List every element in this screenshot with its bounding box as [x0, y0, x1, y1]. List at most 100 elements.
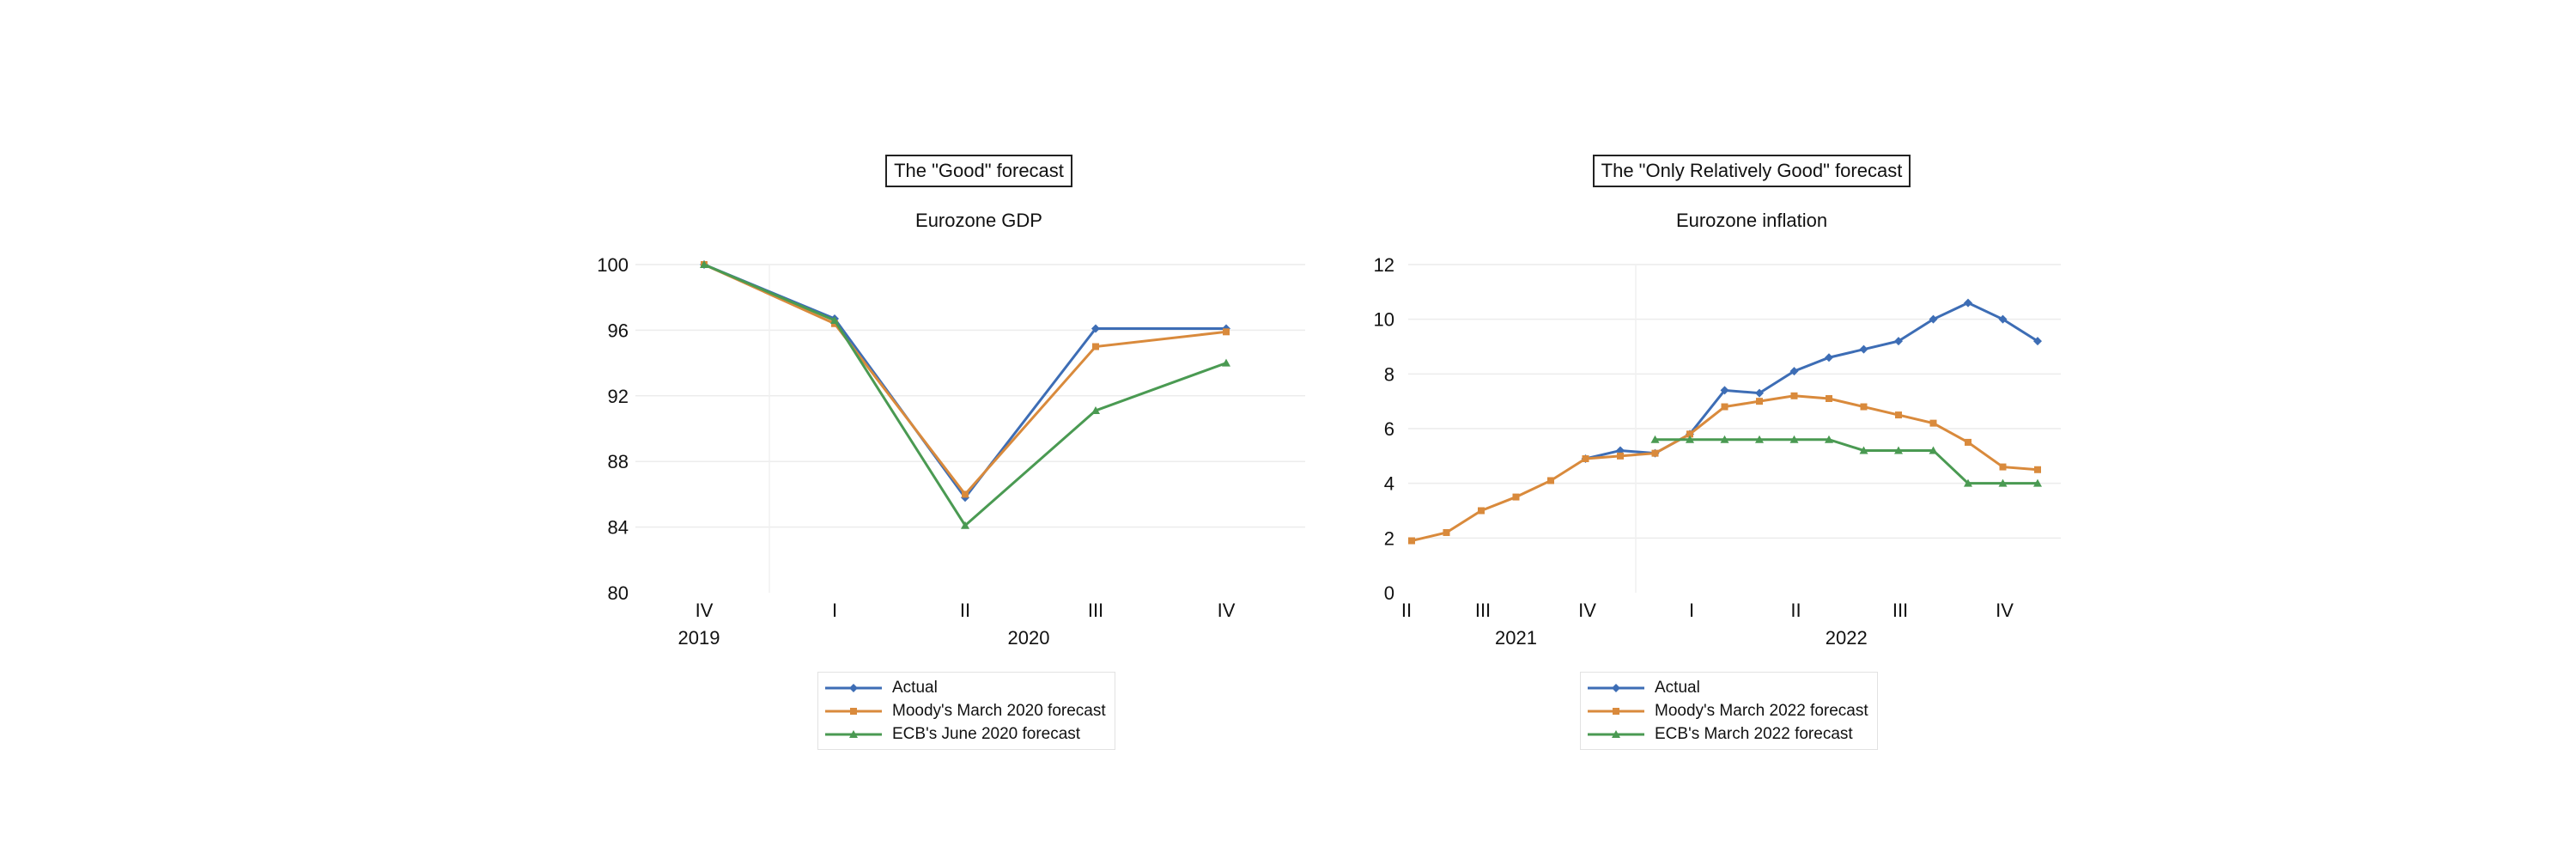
x-tick-label: II	[1401, 600, 1412, 621]
data-point-0	[2033, 337, 2042, 346]
x-tick-label: IV	[1996, 600, 2014, 621]
x-year-label: 2021	[1495, 627, 1537, 649]
data-point-2	[1720, 435, 1729, 443]
data-point-2	[1686, 435, 1694, 443]
y-tick-label: 96	[608, 320, 629, 341]
data-point-2	[1789, 435, 1799, 443]
data-point-1	[1999, 463, 2007, 471]
data-point-2	[830, 315, 839, 324]
legend-line-marker-icon	[1588, 729, 1644, 738]
y-tick-label: 8	[1384, 363, 1394, 385]
series-line-1	[1411, 394, 2038, 542]
data-point-2	[1964, 478, 1972, 487]
x-tick-label: IV	[1218, 600, 1236, 621]
data-point-2	[961, 521, 969, 529]
x-tick-label: I	[1689, 600, 1694, 621]
data-point-1	[2034, 466, 2041, 473]
inflation-legend-moodys: Moody's March 2022 forecast	[1586, 699, 1868, 722]
legend-line-marker-icon	[1588, 683, 1644, 692]
x-tick-label: III	[1088, 600, 1103, 621]
x-tick-label: II	[960, 600, 970, 621]
x-tick-label: IV	[696, 600, 714, 621]
data-point-1	[962, 490, 969, 498]
data-point-1	[1686, 430, 1693, 438]
x-tick-label: IV	[1578, 600, 1596, 621]
data-point-2	[1998, 478, 2008, 487]
data-point-0	[1789, 367, 1799, 376]
legend-line-marker-icon	[1588, 707, 1644, 715]
data-point-1	[1512, 493, 1520, 501]
y-tick-label: 92	[608, 386, 629, 407]
data-point-1	[1408, 537, 1415, 545]
x-year-label: 2019	[678, 627, 720, 649]
data-point-0	[1894, 337, 1903, 346]
data-point-1	[1721, 403, 1728, 411]
x-year-label: 2022	[1826, 627, 1868, 649]
series-line-0	[1585, 301, 2038, 460]
data-point-2	[1091, 405, 1100, 414]
gdp-chart-title: Eurozone GDP	[915, 210, 1042, 231]
y-tick-label: 0	[1384, 582, 1394, 604]
x-tick-label: II	[1790, 600, 1801, 621]
data-point-2	[1894, 446, 1903, 454]
data-point-1	[1929, 419, 1937, 427]
gdp-chart-panel: The "Good" forecast Eurozone GDP 80 84 88 9…	[550, 0, 1408, 859]
y-tick-label: 100	[597, 254, 629, 276]
data-point-1	[1826, 394, 1832, 402]
legend-line-marker-icon	[825, 729, 882, 738]
series-line-2	[1655, 438, 2038, 485]
data-point-1	[1895, 411, 1902, 419]
y-tick-label: 10	[1374, 309, 1394, 331]
inflation-legend: Actual Moody's March 2022 forecast ECB's…	[1580, 672, 1878, 750]
y-tick-label: 88	[608, 451, 629, 472]
data-point-2	[1650, 435, 1660, 443]
gdp-legend-actual: Actual	[823, 676, 1106, 699]
series-line-2	[703, 263, 1227, 527]
data-point-0	[1720, 386, 1729, 395]
data-point-1	[1651, 449, 1659, 457]
data-point-0	[1998, 314, 2008, 324]
data-point-0	[1755, 388, 1764, 398]
data-point-2	[1825, 435, 1833, 443]
y-tick-label: 2	[1384, 527, 1394, 549]
data-point-0	[1091, 324, 1100, 333]
data-point-2	[1755, 435, 1764, 443]
data-point-2	[700, 260, 708, 268]
x-tick-label: I	[832, 600, 837, 621]
inflation-legend-ecb: ECB's March 2022 forecast	[1586, 722, 1868, 746]
data-point-1	[1092, 343, 1099, 350]
y-tick-label: 4	[1384, 473, 1394, 495]
y-tick-label: 12	[1374, 254, 1394, 276]
data-point-1	[1223, 328, 1230, 336]
data-point-1	[1756, 398, 1763, 405]
inflation-chart-panel: The "Only Relatively Good" forecast Euro…	[1322, 0, 2181, 859]
inflation-chart-title: Eurozone inflation	[1675, 210, 1828, 231]
data-point-2	[2033, 478, 2042, 487]
data-point-1	[1443, 528, 1450, 536]
data-point-1	[1860, 403, 1868, 411]
legend-line-marker-icon	[825, 707, 882, 715]
y-tick-label: 84	[608, 517, 629, 539]
data-point-1	[1478, 507, 1485, 515]
inflation-boxed-title: The "Only Relatively Good" forecast	[1592, 155, 1911, 187]
gdp-legend-moodys: Moody's March 2020 forecast	[823, 699, 1106, 722]
inflation-legend-actual: Actual	[1586, 676, 1868, 699]
data-point-2	[1222, 358, 1230, 367]
data-point-1	[1582, 455, 1589, 463]
data-point-1	[1965, 438, 1971, 446]
x-year-label: 2020	[1008, 627, 1050, 649]
gdp-legend: Actual Moody's March 2020 forecast ECB's…	[817, 672, 1115, 750]
x-tick-label: III	[1893, 600, 1908, 621]
data-point-1	[1617, 452, 1624, 460]
legend-line-marker-icon	[825, 683, 882, 692]
y-tick-label: 6	[1384, 418, 1394, 440]
gdp-boxed-title: The "Good" forecast	[885, 155, 1072, 187]
data-point-1	[1547, 477, 1554, 484]
data-point-0	[1964, 298, 1972, 308]
data-point-2	[1929, 446, 1938, 454]
y-tick-label: 80	[608, 582, 629, 604]
x-tick-label: III	[1475, 600, 1491, 621]
gdp-legend-ecb: ECB's June 2020 forecast	[823, 722, 1106, 746]
